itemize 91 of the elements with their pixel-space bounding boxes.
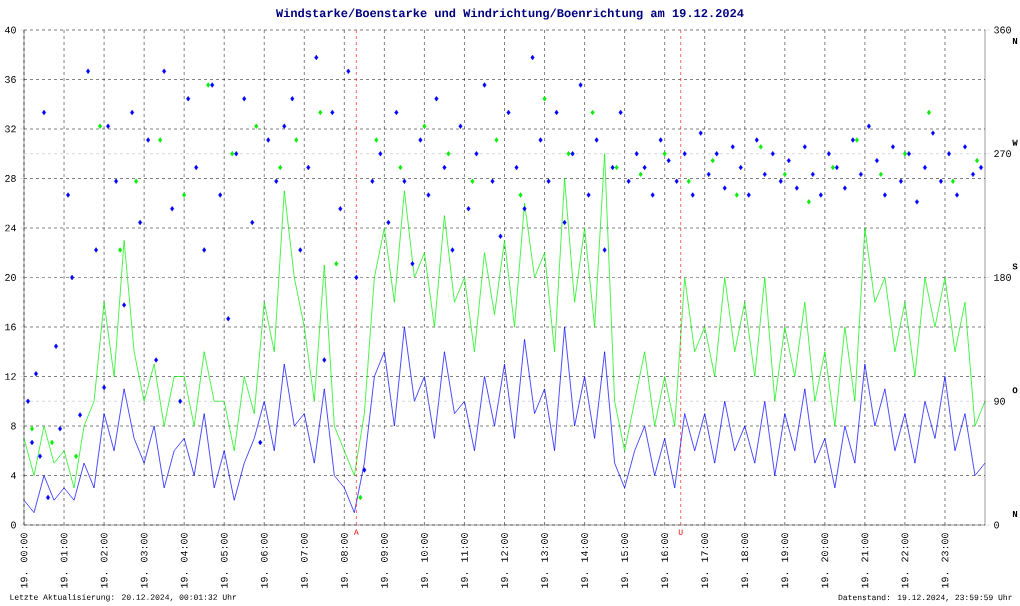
chart-title: Windstarke/Boenstarke und Windrichtung/Boenrichtung am 19.12.2024 xyxy=(275,8,744,20)
x-tick-label: 19. 01:00 xyxy=(60,533,68,588)
y-tick-label: 24 xyxy=(5,224,16,232)
ref-line-label: A xyxy=(353,529,359,535)
x-tick-label: 19. 10:00 xyxy=(421,533,428,588)
x-tick-label: 19. 15:00 xyxy=(621,533,629,588)
point xyxy=(758,144,763,150)
y-tick-label: 0 xyxy=(11,521,16,529)
x-tick-label: 19. 18:00 xyxy=(741,533,749,588)
point xyxy=(318,109,323,116)
text: O xyxy=(1012,387,1018,394)
point xyxy=(134,178,139,184)
x-tick-label: 19. 05:00 xyxy=(220,533,228,588)
point xyxy=(542,96,547,102)
ref-line-label: U xyxy=(678,529,683,535)
x-tick-label: 19. 21:00 xyxy=(861,533,869,588)
point xyxy=(278,164,283,171)
x-tick-label: 19. 17:00 xyxy=(701,533,709,588)
point xyxy=(854,137,859,143)
x-tick-label: 19. 07:00 xyxy=(300,533,308,588)
point xyxy=(494,137,499,143)
y2-tick-label: 360 xyxy=(994,26,1011,34)
y-tick-label: 28 xyxy=(5,175,16,182)
x-tick-label: 19. 03:00 xyxy=(140,533,148,588)
y-tick-label: 12 xyxy=(5,373,16,380)
y2-tick-label: 0 xyxy=(994,521,999,529)
point xyxy=(470,178,475,184)
point xyxy=(398,164,403,171)
x-tick-label: 19. 09:00 xyxy=(380,533,388,588)
x-tick-label: 19. 06:00 xyxy=(260,533,268,588)
y-tick-label: 32 xyxy=(5,125,16,133)
text: Datenstand: 19.12.2024, 23:59:59 Uhr xyxy=(838,594,1012,602)
text: N xyxy=(1012,38,1018,44)
text: W xyxy=(1012,139,1018,146)
point xyxy=(74,453,79,459)
point xyxy=(98,123,103,129)
point xyxy=(662,151,667,157)
point xyxy=(782,171,787,177)
x-tick-label: 19. 23:00 xyxy=(941,533,949,588)
point xyxy=(950,178,955,184)
point xyxy=(206,82,211,88)
y-tick-label: 8 xyxy=(11,422,16,430)
x-tick-label: 19. 14:00 xyxy=(581,533,588,588)
x-tick-label: 19. 13:00 xyxy=(541,533,548,588)
x-tick-label: 19. 08:00 xyxy=(340,533,348,588)
point xyxy=(710,158,715,164)
point xyxy=(50,439,55,446)
point xyxy=(590,109,595,116)
point xyxy=(638,171,643,177)
point xyxy=(118,247,123,253)
point xyxy=(182,192,187,198)
point xyxy=(806,199,811,205)
text: S xyxy=(1012,263,1018,270)
point xyxy=(446,151,451,157)
point xyxy=(518,192,523,198)
x-tick-label: 19. 22:00 xyxy=(901,533,909,588)
point xyxy=(878,171,883,177)
y2-tick-label: 270 xyxy=(994,150,1011,158)
x-tick-label: 19. 11:00 xyxy=(461,533,468,588)
y-tick-label: 20 xyxy=(5,274,16,281)
point xyxy=(254,123,259,129)
y-tick-label: 40 xyxy=(4,26,16,34)
line-series xyxy=(23,326,986,513)
x-tick-label: 19. 04:00 xyxy=(180,533,188,588)
point xyxy=(158,137,163,143)
point xyxy=(686,178,691,184)
point xyxy=(975,158,979,164)
point xyxy=(358,494,363,501)
point xyxy=(926,109,931,116)
point xyxy=(294,137,299,143)
y2-tick-label: 90 xyxy=(994,397,1005,405)
point xyxy=(230,151,235,157)
x-tick-label: 19. 20:00 xyxy=(821,533,829,588)
y2-tick-label: 180 xyxy=(994,274,1011,281)
x-tick-label: 19. 16:00 xyxy=(661,533,669,588)
point xyxy=(374,137,379,143)
point xyxy=(30,426,35,432)
point xyxy=(422,123,427,129)
y-tick-label: 36 xyxy=(5,76,16,83)
point xyxy=(334,261,339,267)
y-tick-label: 4 xyxy=(10,472,16,479)
y-tick-label: 16 xyxy=(5,323,16,331)
x-tick-label: 19. 02:00 xyxy=(100,533,108,588)
point xyxy=(734,192,739,198)
point xyxy=(566,151,571,157)
text: N xyxy=(1012,511,1018,517)
x-tick-label: 19. 00:00 xyxy=(20,533,28,588)
point xyxy=(614,164,619,171)
text: Letzte Aktualisierung: 20.12.2024, 00:01:32 Uhr xyxy=(10,594,237,602)
x-tick-label: 19. 12:00 xyxy=(501,533,508,588)
x-tick-label: 19. 19:00 xyxy=(781,533,789,588)
